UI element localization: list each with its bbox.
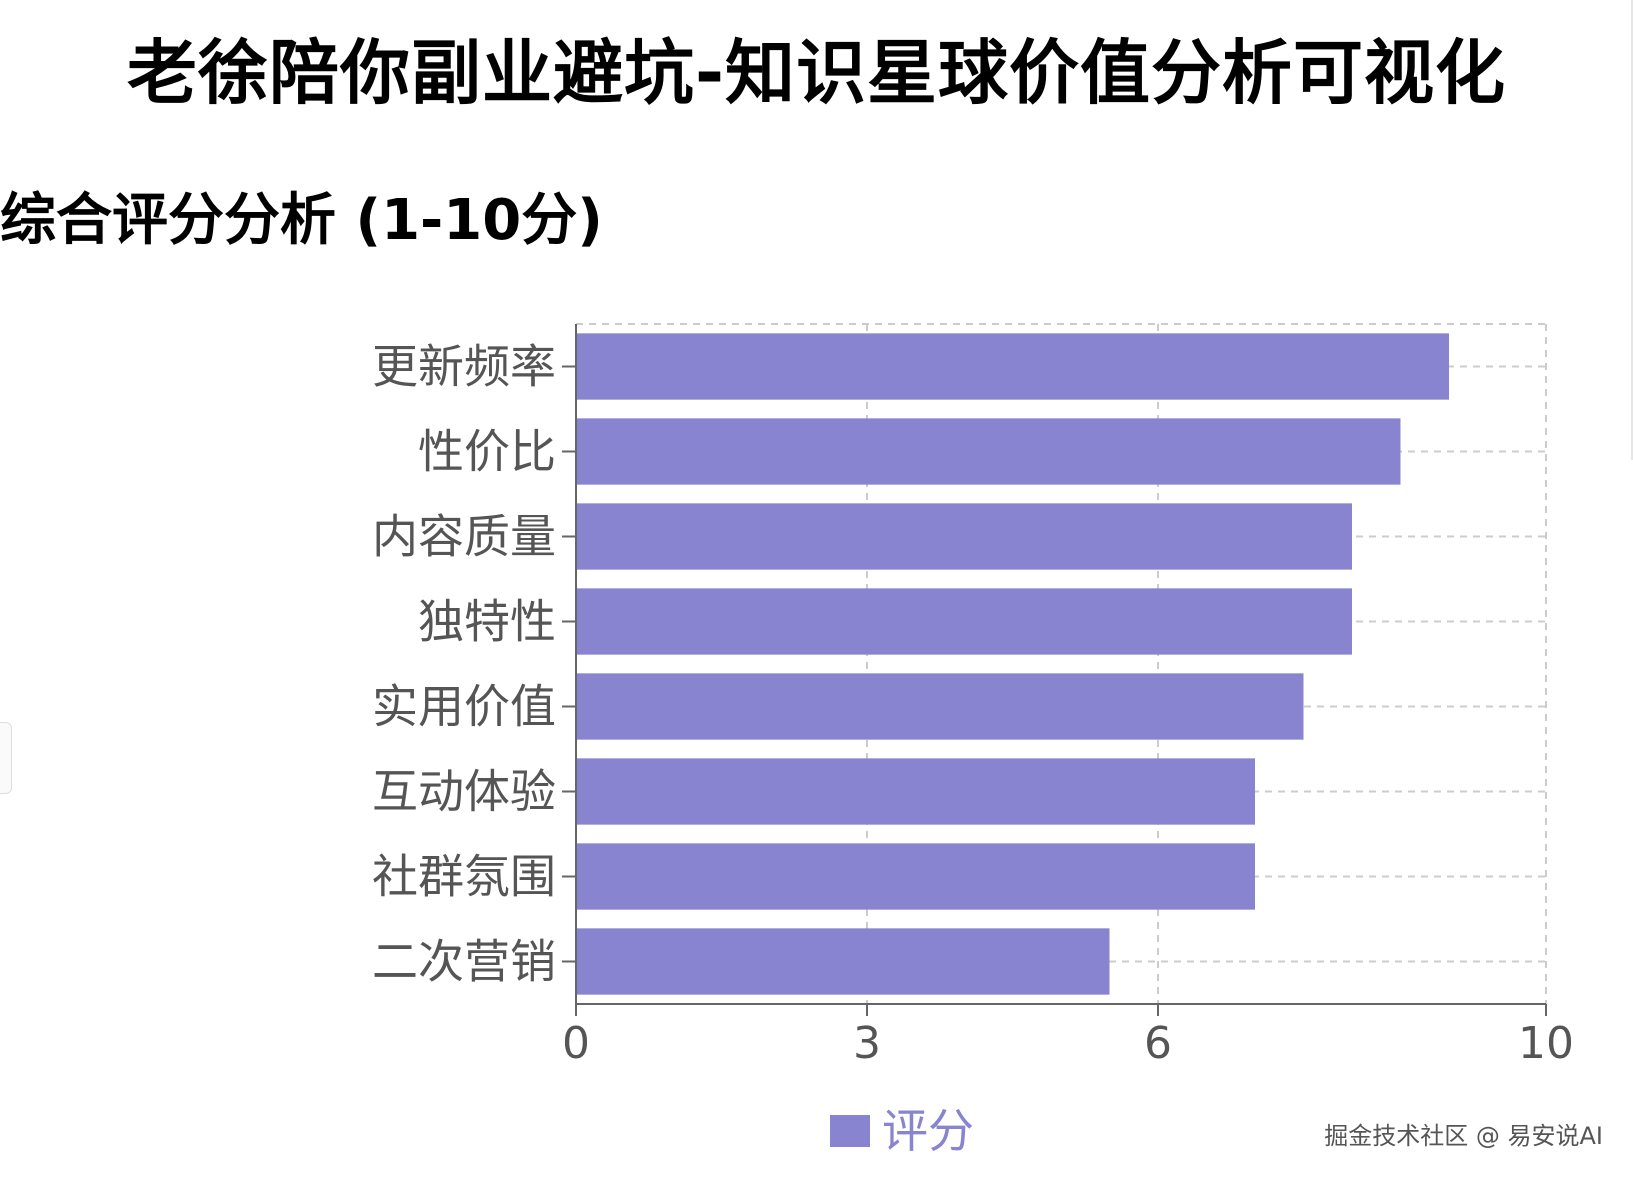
bar-4[interactable] xyxy=(576,673,1304,740)
x-tick-label: 0 xyxy=(562,1018,590,1069)
side-panel-handle[interactable] xyxy=(0,722,12,794)
bar-5[interactable] xyxy=(576,758,1255,825)
y-tick-label: 社群氛围 xyxy=(372,850,556,904)
window-edge xyxy=(1631,0,1633,460)
bar-0[interactable] xyxy=(576,333,1449,400)
bar-2[interactable] xyxy=(576,503,1352,570)
chart-title: 综合评分分析 (1-10分) xyxy=(0,188,603,253)
y-tick-label: 性价比 xyxy=(418,425,556,479)
x-tick-label: 6 xyxy=(1144,1018,1172,1069)
legend-swatch[interactable] xyxy=(830,1115,870,1147)
chart-bars xyxy=(576,333,1449,995)
x-tick-label: 3 xyxy=(853,1018,881,1069)
watermark: 掘金技术社区 @ 易安说AI xyxy=(1324,1122,1603,1150)
bar-3[interactable] xyxy=(576,588,1352,655)
y-tick-label: 独特性 xyxy=(418,595,556,649)
y-tick-label: 实用价值 xyxy=(372,680,556,734)
page-title: 老徐陪你副业避坑-知识星球价值分析可视化 xyxy=(126,32,1507,114)
x-tick-label: 10 xyxy=(1518,1018,1574,1069)
y-tick-label: 二次营销 xyxy=(372,935,556,989)
y-tick-label: 内容质量 xyxy=(372,510,556,564)
y-tick-label: 互动体验 xyxy=(372,765,556,819)
y-tick-label: 更新频率 xyxy=(372,340,556,394)
chart-legend[interactable]: 评分 xyxy=(830,1104,974,1158)
legend-label[interactable]: 评分 xyxy=(882,1104,974,1158)
bar-6[interactable] xyxy=(576,843,1255,910)
bar-7[interactable] xyxy=(576,928,1110,995)
bar-1[interactable] xyxy=(576,418,1401,485)
